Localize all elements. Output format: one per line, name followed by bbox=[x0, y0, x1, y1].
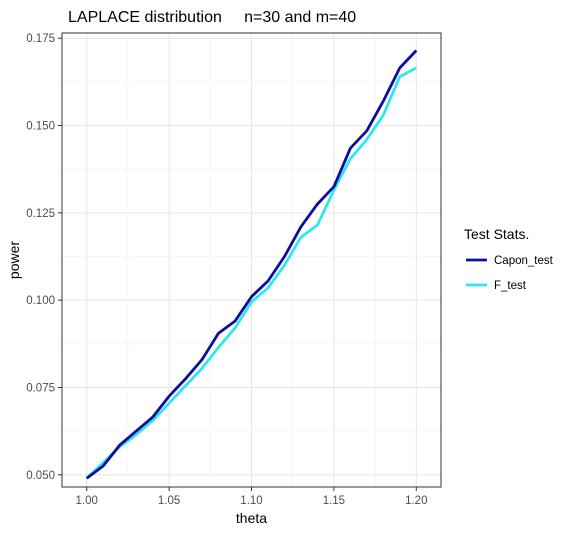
y-axis-ticks: 0.050 0.075 0.100 0.125 0.150 0.175 bbox=[26, 33, 62, 482]
legend-label-f-test: F_test bbox=[494, 280, 527, 292]
legend-label-capon-test: Capon_test bbox=[494, 255, 554, 267]
x-axis-title: theta bbox=[236, 510, 267, 526]
x-tick-label: 1.15 bbox=[323, 495, 345, 507]
legend-title: Test Stats. bbox=[464, 226, 529, 242]
chart-title: LAPLACE distribution n=30 and m=40 bbox=[68, 9, 356, 26]
x-tick-label: 1.20 bbox=[405, 495, 427, 507]
y-tick-label: 0.100 bbox=[26, 295, 55, 307]
y-tick-label: 0.175 bbox=[26, 33, 55, 45]
y-tick-label: 0.150 bbox=[26, 121, 55, 133]
x-tick-label: 1.10 bbox=[240, 495, 262, 507]
series-line-f-test bbox=[85, 66, 417, 480]
x-tick-label: 1.05 bbox=[158, 495, 180, 507]
x-axis-ticks: 1.00 1.05 1.10 1.15 1.20 bbox=[76, 487, 427, 507]
series-line-capon-test bbox=[85, 49, 418, 480]
y-axis-title: power bbox=[6, 241, 22, 279]
y-tick-label: 0.075 bbox=[26, 382, 55, 394]
y-tick-label: 0.125 bbox=[26, 208, 55, 220]
series-lines bbox=[85, 49, 418, 480]
legend: Test Stats. Capon_test F_test bbox=[464, 226, 554, 292]
x-tick-label: 1.00 bbox=[76, 495, 98, 507]
y-tick-label: 0.050 bbox=[26, 470, 55, 482]
